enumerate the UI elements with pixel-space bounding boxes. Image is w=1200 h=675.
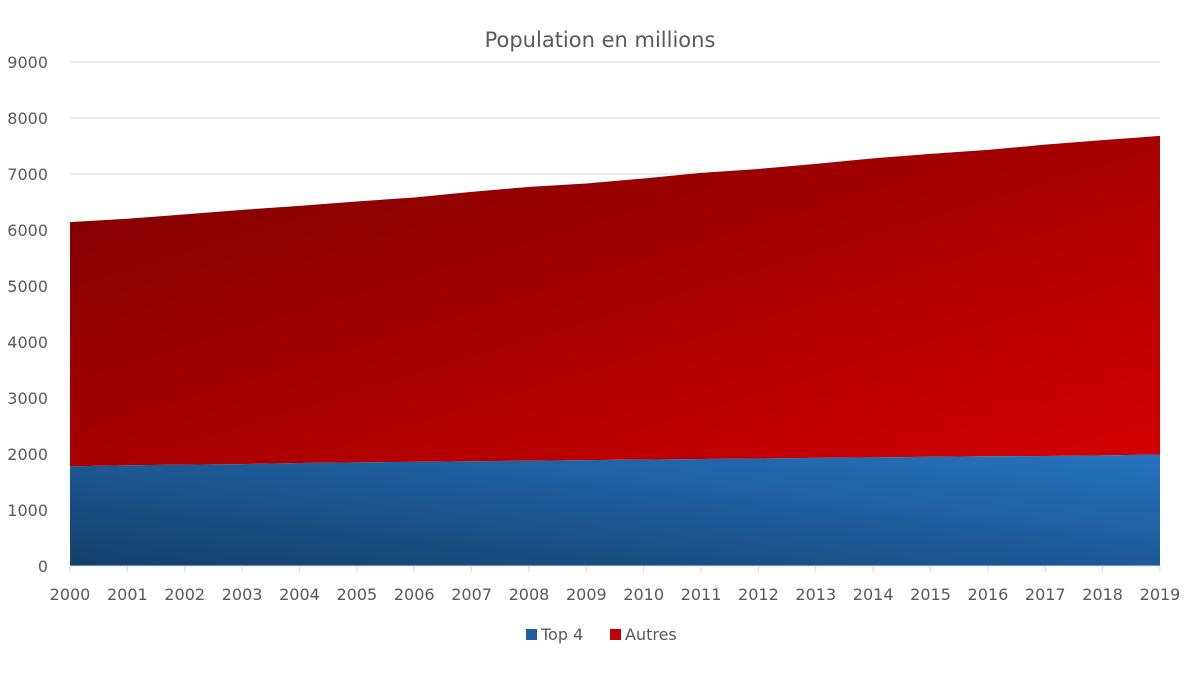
y-tick-label: 9000 [7,53,48,72]
y-tick-label: 5000 [7,277,48,296]
y-tick-label: 7000 [7,165,48,184]
x-tick-label: 2016 [968,585,1009,604]
x-tick-label: 2018 [1082,585,1123,604]
y-tick-label: 8000 [7,109,48,128]
legend: Top 4 Autres [526,625,677,644]
legend-swatch [610,629,621,640]
x-tick-label: 2011 [681,585,722,604]
y-tick-label: 0 [38,557,48,576]
y-tick-label: 1000 [7,501,48,520]
x-tick-label: 2012 [738,585,779,604]
x-tick-label: 2006 [394,585,435,604]
axes: 0 1000 2000 3000 4000 5000 6000 7000 8000 9000 200… [7,53,1180,604]
x-tick-label: 2015 [910,585,951,604]
legend-label: Autres [625,625,677,644]
legend-item: Top 4 [526,625,583,644]
x-tick-label: 2009 [566,585,607,604]
y-tick-label: 6000 [7,221,48,240]
x-tick-label: 2000 [50,585,91,604]
x-tick-label: 2013 [795,585,836,604]
x-tick-label: 2004 [279,585,320,604]
x-tick-label: 2019 [1140,585,1181,604]
series-area-top-4 [70,454,1160,566]
x-tick-label: 2008 [509,585,550,604]
x-tick-label: 2003 [222,585,263,604]
x-tick-label: 2005 [336,585,377,604]
x-tick-label: 2007 [451,585,492,604]
chart-title: Population en millions [485,28,716,52]
x-tick-label: 2017 [1025,585,1066,604]
y-tick-label: 3000 [7,389,48,408]
legend-label: Top 4 [540,625,583,644]
series-area-autres [70,135,1160,467]
y-tick-label: 4000 [7,333,48,352]
x-tick-label: 2002 [164,585,205,604]
legend-swatch [526,629,537,640]
x-tick-label: 2010 [623,585,664,604]
series-areas [70,135,1160,566]
x-tick-label: 2014 [853,585,894,604]
legend-item: Autres [610,625,677,644]
x-tick-label: 2001 [107,585,148,604]
y-tick-label: 2000 [7,445,48,464]
